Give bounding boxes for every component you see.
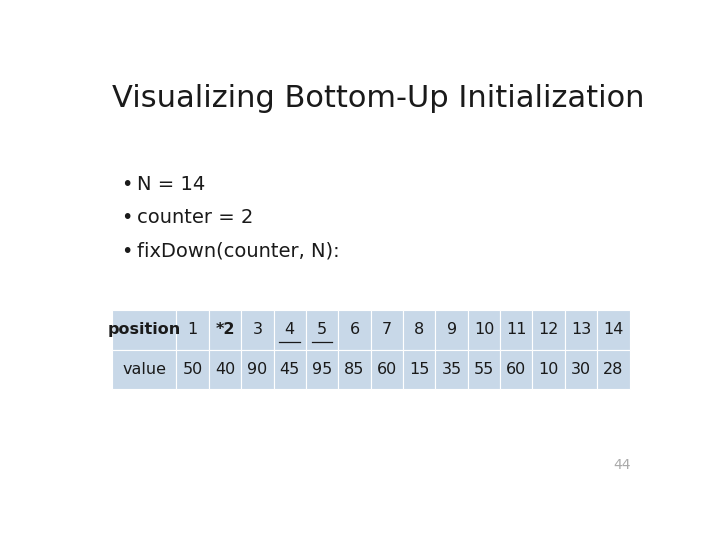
FancyBboxPatch shape [306,310,338,349]
Text: 4: 4 [284,322,294,338]
Text: 15: 15 [409,362,429,377]
Text: 12: 12 [539,322,559,338]
Text: 5: 5 [317,322,327,338]
FancyBboxPatch shape [112,310,176,349]
FancyBboxPatch shape [533,349,565,389]
Text: 6: 6 [349,322,359,338]
Text: 35: 35 [441,362,462,377]
Text: 10: 10 [539,362,559,377]
Text: 50: 50 [183,362,203,377]
Text: •: • [121,241,132,260]
Text: 1: 1 [187,322,198,338]
FancyBboxPatch shape [112,349,176,389]
FancyBboxPatch shape [403,349,436,389]
Text: 28: 28 [603,362,624,377]
FancyBboxPatch shape [306,349,338,389]
FancyBboxPatch shape [241,310,274,349]
Text: 60: 60 [506,362,526,377]
FancyBboxPatch shape [565,310,597,349]
Text: 7: 7 [382,322,392,338]
FancyBboxPatch shape [371,349,403,389]
FancyBboxPatch shape [338,310,371,349]
FancyBboxPatch shape [565,349,597,389]
FancyBboxPatch shape [468,310,500,349]
Text: 30: 30 [571,362,591,377]
Text: 55: 55 [474,362,494,377]
Text: N = 14: N = 14 [138,175,206,194]
FancyBboxPatch shape [371,310,403,349]
FancyBboxPatch shape [500,310,533,349]
Text: 95: 95 [312,362,332,377]
Text: 14: 14 [603,322,624,338]
FancyBboxPatch shape [209,310,241,349]
FancyBboxPatch shape [403,310,436,349]
Text: 85: 85 [344,362,364,377]
FancyBboxPatch shape [274,310,306,349]
Text: 3: 3 [253,322,262,338]
Text: 11: 11 [506,322,526,338]
FancyBboxPatch shape [176,349,209,389]
Text: 9: 9 [446,322,456,338]
FancyBboxPatch shape [533,310,565,349]
FancyBboxPatch shape [209,349,241,389]
FancyBboxPatch shape [436,349,468,389]
FancyBboxPatch shape [176,310,209,349]
Text: fixDown(counter, N):: fixDown(counter, N): [138,241,340,260]
Text: •: • [121,175,132,194]
Text: 60: 60 [377,362,397,377]
Text: value: value [122,362,166,377]
Text: Visualizing Bottom-Up Initialization: Visualizing Bottom-Up Initialization [112,84,645,112]
FancyBboxPatch shape [468,349,500,389]
Text: •: • [121,208,132,227]
FancyBboxPatch shape [274,349,306,389]
Text: position: position [108,322,181,338]
Text: 13: 13 [571,322,591,338]
FancyBboxPatch shape [241,349,274,389]
Text: 8: 8 [414,322,424,338]
FancyBboxPatch shape [338,349,371,389]
FancyBboxPatch shape [436,310,468,349]
Text: 10: 10 [474,322,494,338]
FancyBboxPatch shape [597,310,629,349]
Text: 45: 45 [279,362,300,377]
Text: *2: *2 [215,322,235,338]
FancyBboxPatch shape [597,349,629,389]
Text: 40: 40 [215,362,235,377]
FancyBboxPatch shape [500,349,533,389]
Text: 90: 90 [247,362,268,377]
Text: counter = 2: counter = 2 [138,208,254,227]
Text: 44: 44 [613,458,631,472]
